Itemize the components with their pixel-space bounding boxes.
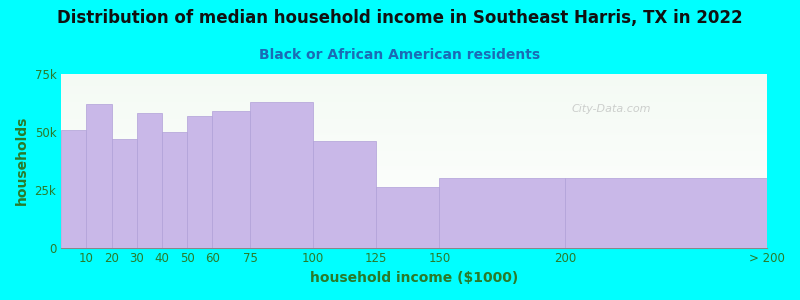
Bar	[187, 116, 213, 248]
Bar	[137, 113, 162, 248]
Bar	[213, 111, 250, 248]
Bar	[61, 130, 86, 248]
Bar	[566, 178, 767, 248]
Text: City-Data.com: City-Data.com	[572, 104, 651, 114]
Bar	[86, 104, 111, 248]
Bar	[439, 178, 566, 248]
Text: Black or African American residents: Black or African American residents	[259, 48, 541, 62]
X-axis label: household income ($1000): household income ($1000)	[310, 271, 518, 285]
Y-axis label: households: households	[15, 116, 29, 206]
Bar	[162, 132, 187, 248]
Bar	[314, 141, 376, 248]
Text: Distribution of median household income in Southeast Harris, TX in 2022: Distribution of median household income …	[57, 9, 743, 27]
Bar	[250, 102, 314, 248]
Bar	[376, 188, 439, 248]
Bar	[111, 139, 137, 248]
